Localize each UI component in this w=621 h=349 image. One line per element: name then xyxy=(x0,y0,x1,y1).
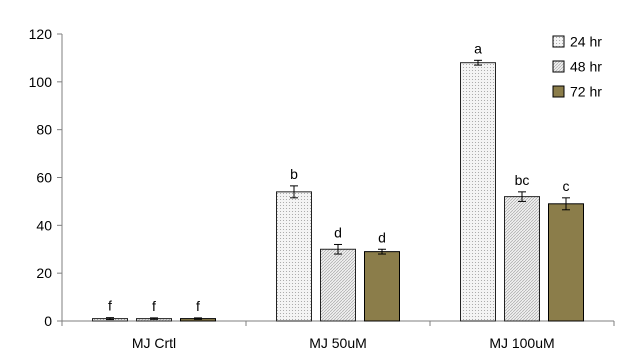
legend-swatch xyxy=(552,85,565,98)
axes: 0 20 40 60 80 100 120 MJ Crtl MJ 50uM MJ 100uM xyxy=(29,26,615,349)
data-label: c xyxy=(563,178,570,194)
y-tick-label: 40 xyxy=(36,217,52,233)
bar xyxy=(548,203,584,322)
x-tick-label: MJ 100uM xyxy=(489,335,554,349)
legend-label: 24 hr xyxy=(570,34,602,50)
bar xyxy=(504,196,540,322)
bar xyxy=(364,251,400,322)
legend-swatch xyxy=(552,60,565,73)
bar xyxy=(320,248,356,322)
y-tick-label: 20 xyxy=(36,265,52,281)
data-label: f xyxy=(196,298,200,314)
y-tick-label: 120 xyxy=(29,26,53,42)
data-label: d xyxy=(334,224,342,240)
legend-label: 72 hr xyxy=(570,84,602,100)
bars: f f f b d d a bc c xyxy=(92,40,584,322)
data-label: f xyxy=(108,298,112,314)
y-tick-label: 0 xyxy=(44,313,52,329)
y-tick-label: 60 xyxy=(36,170,52,186)
legend-swatch xyxy=(552,35,565,48)
y-tick-label: 100 xyxy=(29,74,53,90)
bar xyxy=(460,62,496,322)
legend-label: 48 hr xyxy=(570,59,602,75)
data-label: bc xyxy=(515,172,530,188)
y-tick-label: 80 xyxy=(36,122,52,138)
data-label: f xyxy=(152,298,156,314)
bar xyxy=(276,191,312,322)
legend: 24 hr 48 hr 72 hr xyxy=(552,34,602,100)
x-tick-label: MJ 50uM xyxy=(309,335,367,349)
data-label: a xyxy=(474,40,482,56)
x-tick-label: MJ Crtl xyxy=(132,335,176,349)
data-label: d xyxy=(378,229,386,245)
data-label: b xyxy=(290,166,298,182)
